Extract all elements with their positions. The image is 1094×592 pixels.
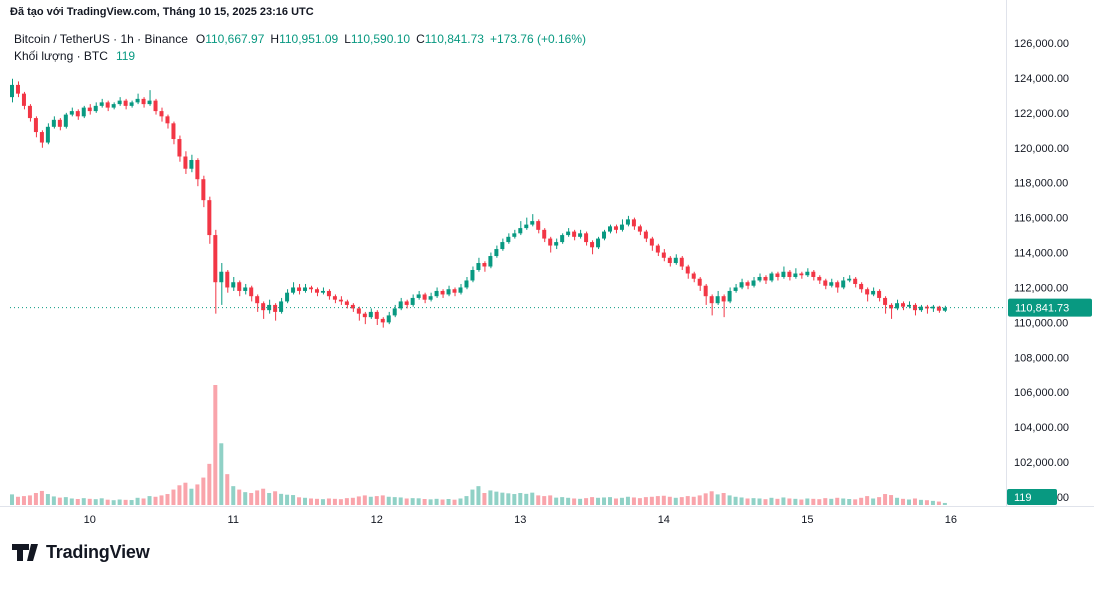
change-value: +173.76 (+0.16%) — [489, 32, 587, 46]
price-axis-labels[interactable]: 126,000.00 124,000.00 122,000.00 120,000.00… — [1014, 38, 1069, 504]
close-value: 110,841.73 — [424, 32, 484, 46]
svg-text:118,000.00: 118,000.00 — [1014, 178, 1068, 190]
svg-text:13: 13 — [514, 514, 526, 526]
svg-text:106,000.00: 106,000.00 — [1014, 387, 1069, 399]
time-axis-labels[interactable]: 10 11 12 13 14 15 16 — [84, 514, 957, 526]
svg-text:104,000.00: 104,000.00 — [1014, 422, 1069, 434]
low-label: L — [344, 32, 351, 46]
volume-legend-row: Khối lượng · BTC 119 — [14, 48, 586, 65]
ohlc-high: H110,951.09 — [270, 32, 338, 46]
svg-text:11: 11 — [228, 514, 239, 526]
svg-text:112,000.00: 112,000.00 — [1014, 282, 1068, 294]
svg-text:126,000.00: 126,000.00 — [1014, 38, 1069, 50]
svg-text:16: 16 — [945, 514, 957, 526]
close-label: C — [416, 32, 425, 46]
svg-text:110,000.00: 110,000.00 — [1014, 317, 1068, 329]
svg-text:120,000.00: 120,000.00 — [1014, 143, 1069, 155]
tradingview-logo-text: TradingView — [46, 542, 150, 562]
svg-text:108,000.00: 108,000.00 — [1014, 352, 1069, 364]
open-label: O — [195, 32, 206, 46]
volume-value: 119 — [115, 49, 136, 63]
ohlc-close: C110,841.73 — [416, 32, 484, 46]
current-price-badge: 110,841.73 — [1008, 298, 1092, 317]
svg-text:122,000.00: 122,000.00 — [1014, 108, 1069, 120]
ohlc-low: L110,590.10 — [344, 32, 410, 46]
candles — [10, 78, 947, 328]
high-label: H — [270, 32, 280, 46]
high-value: 110,951.09 — [279, 32, 339, 46]
volume-badge: 119 — [1007, 489, 1057, 505]
svg-text:15: 15 — [801, 514, 813, 526]
chart-legend: Bitcoin / TetherUS · 1h · Binance O110,66… — [14, 31, 586, 65]
tradingview-logo[interactable]: TradingView — [12, 542, 150, 563]
svg-text:10: 10 — [84, 514, 96, 526]
ohlc-open: O110,667.97 — [196, 32, 265, 46]
symbol-legend-row: Bitcoin / TetherUS · 1h · Binance O110,66… — [14, 31, 586, 48]
svg-text:14: 14 — [658, 514, 670, 526]
svg-text:110,841.73: 110,841.73 — [1015, 303, 1069, 315]
svg-text:114,000.00: 114,000.00 — [1014, 248, 1068, 260]
volume-bars — [10, 385, 947, 505]
symbol-title[interactable]: Bitcoin / TetherUS · 1h · Binance — [14, 32, 188, 46]
tradingview-logo-icon — [12, 544, 38, 561]
attribution-text: Đã tạo với TradingView.com, Tháng 10 15,… — [10, 6, 314, 18]
low-value: 110,590.10 — [350, 32, 411, 46]
volume-title[interactable]: Khối lượng · BTC — [14, 49, 108, 63]
svg-text:119: 119 — [1014, 492, 1032, 504]
svg-text:12: 12 — [371, 514, 383, 526]
open-value: 110,667.97 — [205, 32, 265, 46]
svg-text:116,000.00: 116,000.00 — [1014, 213, 1068, 225]
svg-text:102,000.00: 102,000.00 — [1014, 457, 1069, 469]
svg-text:124,000.00: 124,000.00 — [1014, 73, 1069, 85]
